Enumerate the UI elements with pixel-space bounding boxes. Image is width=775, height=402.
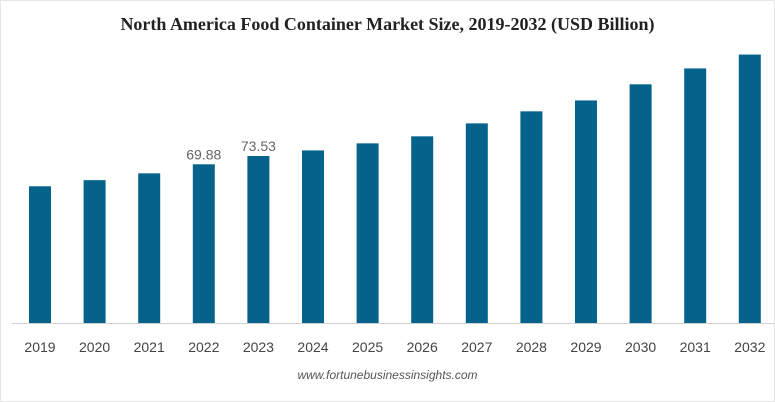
- x-tick-label: 2030: [625, 339, 656, 355]
- x-tick-label: 2027: [461, 339, 492, 355]
- chart-title: North America Food Container Market Size…: [120, 14, 655, 34]
- x-tick-label: 2031: [680, 339, 711, 355]
- bar-2030: [629, 84, 652, 323]
- x-tick-label: 2023: [243, 339, 274, 355]
- bar-2031: [684, 68, 707, 323]
- bar-2021: [138, 173, 161, 323]
- x-tick-label: 2019: [24, 339, 55, 355]
- bar-2020: [83, 180, 106, 323]
- x-tick-label: 2020: [79, 339, 110, 355]
- x-tick-label: 2028: [516, 339, 547, 355]
- bar-2026: [411, 136, 434, 323]
- x-tick-label: 2029: [570, 339, 601, 355]
- data-label: 69.88: [186, 146, 221, 162]
- x-tick-label: 2022: [188, 339, 219, 355]
- bar-2028: [520, 111, 543, 323]
- x-tick-label: 2021: [134, 339, 165, 355]
- bar-2023: [247, 156, 270, 323]
- bar-2019: [29, 186, 51, 323]
- data-label: 73.53: [241, 138, 276, 154]
- bar-2027: [465, 123, 488, 324]
- x-tick-label: 2024: [297, 339, 328, 355]
- source-credit: www.fortunebusinessinsights.com: [297, 368, 478, 382]
- bar-2032: [738, 54, 761, 323]
- x-tick-label: 2032: [734, 339, 765, 355]
- bar-2024: [302, 150, 324, 323]
- x-tick-label: 2026: [407, 339, 438, 355]
- bar-2022: [192, 164, 215, 323]
- bar-2029: [575, 100, 597, 323]
- bar-2025: [356, 143, 379, 323]
- x-tick-label: 2025: [352, 339, 383, 355]
